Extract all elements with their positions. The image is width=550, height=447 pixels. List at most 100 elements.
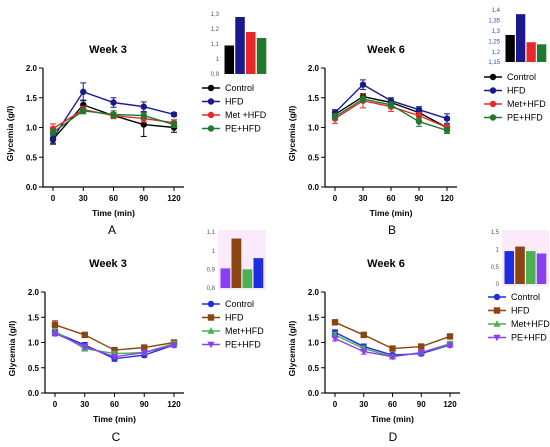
legend-label: Met+HFD — [507, 99, 546, 109]
inset-y-tick-label: 1,5 — [491, 230, 500, 236]
inset-y-tick-label: 1,25 — [488, 39, 500, 45]
x-tick-label: 30 — [359, 194, 368, 203]
panel-label: B — [388, 223, 396, 237]
data-point — [51, 321, 59, 329]
chart-title: Week 3 — [89, 258, 127, 270]
data-point — [446, 342, 454, 349]
inset-y-tick-label: 1,35 — [488, 19, 500, 25]
data-point — [331, 319, 339, 326]
x-tick-label: 30 — [80, 400, 89, 409]
data-point — [170, 121, 178, 128]
chart-title: Week 3 — [89, 44, 127, 56]
legend-marker — [207, 111, 215, 119]
data-point — [141, 344, 148, 351]
y-tick-label: 2.0 — [308, 64, 320, 73]
legend-label: Met +HFD — [225, 110, 267, 120]
data-point — [331, 113, 339, 120]
legend-label: PE+HFD — [225, 340, 261, 350]
inset-y-tick-label: 0,9 — [207, 268, 216, 274]
inset-bar — [224, 45, 235, 74]
data-point — [389, 345, 396, 352]
y-tick-label: 1.0 — [26, 124, 38, 133]
legend-label: Met+HFD — [511, 319, 550, 329]
legend-marker — [207, 327, 215, 334]
inset-bar — [256, 38, 267, 74]
inset-y-tick-label: 1,2 — [211, 27, 220, 33]
y-tick-label: 0.0 — [26, 183, 38, 192]
inset-y-tick-label: 1,1 — [211, 42, 220, 48]
inset-bar-chart: 1,4 1,35 1,3 1,25 1,2 1,15 — [488, 8, 547, 66]
inset-bar — [246, 32, 256, 74]
x-tick-label: 30 — [79, 194, 88, 203]
x-tick-label: 90 — [140, 400, 149, 409]
legend-marker — [207, 98, 215, 105]
inset-y-tick-label: 1 — [212, 249, 216, 255]
data-point — [387, 101, 395, 109]
y-tick-label: 0.5 — [308, 153, 320, 162]
legend-label: PE+HFD — [507, 113, 543, 123]
chart-title: Week 6 — [367, 258, 405, 270]
data-point — [110, 353, 119, 361]
data-point — [140, 121, 147, 128]
x-axis-title: Time (min) — [92, 208, 135, 218]
series-pe-hfd — [49, 107, 178, 136]
panel-B: 0.0 0.5 1.0 1.5 2.0 0 30 60 90 120 Time (min) Glyce… — [287, 8, 547, 237]
y-tick-label: 1.5 — [28, 313, 40, 322]
series-met-hfd — [51, 327, 178, 357]
legend-label: Control — [225, 83, 254, 93]
data-point — [49, 129, 57, 136]
y-tick-label: 2.0 — [308, 288, 320, 297]
data-point — [49, 135, 57, 142]
chart-title: Week 6 — [367, 44, 405, 56]
inset-bar — [526, 251, 536, 284]
inset-bar — [504, 251, 515, 284]
inset-bar — [242, 269, 253, 288]
data-point — [331, 335, 339, 343]
y-axis-title: Glycemia (g/l) — [287, 320, 297, 376]
inset-y-tick-label: 1,3 — [211, 12, 220, 18]
legend-label: Control — [511, 292, 540, 302]
x-tick-label: 60 — [387, 194, 396, 203]
legend: Control HFD Met+HFD PE+HFD — [488, 292, 550, 343]
y-axis-title: Glycemia (g/l) — [5, 105, 15, 161]
legend-label: Met+HFD — [225, 326, 264, 336]
x-tick-label: 0 — [51, 194, 56, 203]
y-tick-label: 0.0 — [28, 389, 40, 398]
data-point — [417, 349, 425, 357]
panel-label: A — [108, 223, 116, 237]
data-point — [140, 112, 147, 119]
series-line — [334, 321, 451, 350]
x-axis-title: Time (min) — [93, 414, 136, 424]
inset-y-tick-label: 1,3 — [492, 29, 501, 35]
legend-label: PE+HFD — [225, 124, 261, 134]
x-tick-label: 0 — [53, 400, 58, 409]
data-point — [415, 118, 423, 125]
data-point — [81, 343, 89, 351]
x-tick-label: 90 — [417, 400, 426, 409]
inset-bar — [253, 258, 264, 288]
x-tick-label: 120 — [443, 400, 457, 409]
legend-label: Control — [225, 299, 254, 309]
data-point — [80, 107, 87, 115]
inset-y-tick-label: 1,1 — [207, 230, 216, 236]
legend-marker — [489, 73, 497, 81]
x-tick-label: 90 — [139, 194, 148, 203]
data-point — [140, 103, 147, 110]
y-tick-label: 2.0 — [28, 288, 40, 297]
inset-y-tick-label: 1,15 — [488, 60, 500, 66]
legend-marker — [207, 314, 215, 321]
inset-y-tick-label: 1 — [496, 248, 500, 254]
data-point — [446, 333, 454, 340]
x-tick-label: 60 — [388, 400, 397, 409]
inset-bar — [235, 17, 245, 74]
x-tick-label: 120 — [167, 400, 181, 409]
data-point — [51, 330, 59, 338]
x-tick-label: 0 — [333, 400, 338, 409]
legend-marker — [207, 84, 215, 92]
legend-label: PE+HFD — [511, 333, 547, 343]
data-point — [443, 115, 451, 122]
inset-y-tick-label: 1 — [216, 57, 220, 63]
series-hfd — [331, 319, 454, 352]
data-point — [388, 353, 397, 361]
x-tick-label: 0 — [333, 194, 338, 203]
